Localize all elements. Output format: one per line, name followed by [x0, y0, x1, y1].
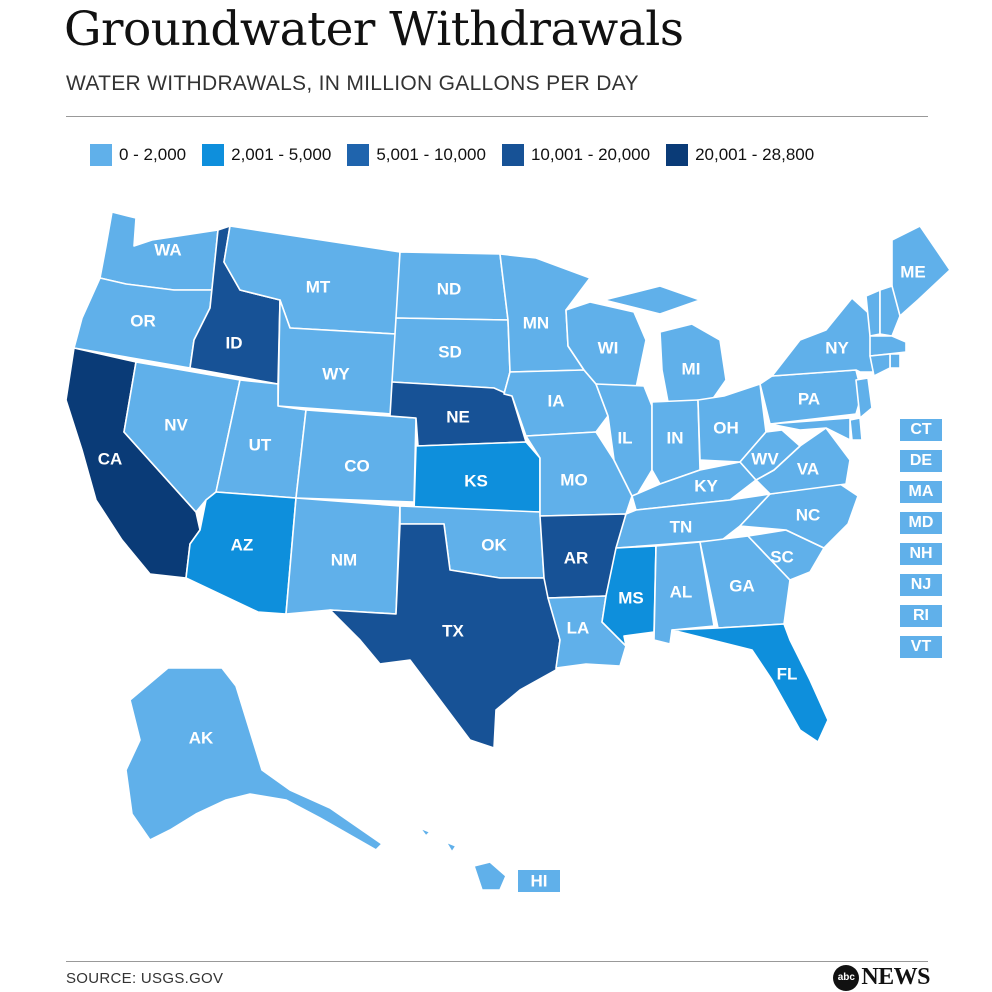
state-label-wy: WY	[322, 364, 350, 383]
legend-item-5001-10000: 5,001 - 10,000	[347, 144, 486, 166]
state-label-nm: NM	[331, 550, 357, 569]
legend-swatch	[90, 144, 112, 166]
state-label-wa: WA	[154, 240, 181, 259]
state-wv[interactable]	[739, 429, 801, 481]
state-label-il: IL	[617, 428, 632, 447]
state-label-me: ME	[900, 262, 926, 281]
legend-item-10001-20000: 10,001 - 20,000	[501, 144, 651, 166]
state-label-tn: TN	[670, 517, 693, 536]
state-label-hi: HI	[531, 871, 548, 890]
abc-logo-icon: abc	[833, 964, 860, 991]
state-label-wv: WV	[751, 449, 779, 468]
state-de[interactable]	[849, 417, 863, 441]
state-ma[interactable]	[869, 335, 907, 357]
tag-nh: NH	[900, 543, 942, 565]
state-label-sc: SC	[770, 547, 794, 566]
state-label-mt: MT	[306, 277, 331, 296]
legend-item-20001-28800: 20,001 - 28,800	[666, 144, 814, 166]
state-label-la: LA	[567, 618, 590, 637]
state-md[interactable]	[769, 417, 851, 441]
state-hi[interactable]	[419, 827, 507, 891]
state-label-va: VA	[797, 459, 819, 478]
state-nj[interactable]	[855, 377, 873, 419]
state-label-ia: IA	[548, 391, 565, 410]
state-tx[interactable]	[329, 523, 561, 749]
state-label-or: OR	[130, 311, 156, 330]
state-label-ok: OK	[481, 535, 507, 554]
legend-label: 0 - 2,000	[119, 145, 187, 164]
state-ct[interactable]	[869, 353, 891, 377]
state-label-nd: ND	[437, 279, 462, 298]
state-ga[interactable]	[699, 535, 791, 629]
state-label-ms: MS	[618, 588, 644, 607]
legend-swatch	[347, 144, 370, 166]
state-label-mn: MN	[523, 313, 549, 332]
legend-swatch	[202, 144, 225, 166]
legend-swatch	[666, 144, 689, 166]
tag-vt: VT	[900, 636, 942, 658]
state-mi[interactable]	[603, 285, 727, 403]
legend-label: 20,001 - 28,800	[695, 145, 815, 164]
state-label-nc: NC	[796, 505, 821, 524]
state-label-ga: GA	[729, 576, 755, 595]
state-label-mo: MO	[560, 470, 587, 489]
state-label-in: IN	[667, 428, 684, 447]
state-ny[interactable]	[771, 297, 877, 377]
footer-divider	[66, 961, 928, 962]
legend-swatch	[501, 144, 524, 166]
map-title: Groundwater Withdrawals	[64, 2, 684, 57]
legend-label: 10,001 - 20,000	[530, 145, 651, 164]
state-label-mi: MI	[682, 359, 701, 378]
tag-nj: NJ	[900, 574, 942, 596]
state-sc[interactable]	[747, 529, 825, 581]
header-divider	[66, 116, 928, 117]
state-il[interactable]	[595, 383, 653, 501]
state-label-al: AL	[670, 582, 693, 601]
source-note: SOURCE: USGS.GOV	[66, 970, 224, 987]
legend: 0 - 2,000 2,001 - 5,000 5,001 - 10,000 1…	[90, 144, 814, 166]
state-label-fl: FL	[777, 664, 798, 683]
state-ri[interactable]	[889, 353, 901, 369]
legend-item-0-2000: 0 - 2,000	[90, 144, 186, 166]
state-label-co: CO	[344, 456, 370, 475]
state-wy[interactable]	[277, 299, 397, 415]
state-label-tx: TX	[442, 621, 464, 640]
state-mo[interactable]	[525, 431, 633, 517]
tag-md: MD	[900, 512, 942, 534]
state-label-sd: SD	[438, 342, 462, 361]
legend-label: 2,001 - 5,000	[231, 145, 332, 164]
state-label-wi: WI	[598, 338, 619, 357]
state-label-ar: AR	[564, 548, 589, 567]
state-label-az: AZ	[231, 535, 254, 554]
state-label-ne: NE	[446, 407, 470, 426]
tag-hi-box	[518, 870, 560, 892]
news-wordmark: NEWS	[861, 964, 930, 990]
state-label-id: ID	[226, 333, 243, 352]
legend-item-2001-5000: 2,001 - 5,000	[202, 144, 331, 166]
tag-ma: MA	[900, 481, 942, 503]
tag-ct: CT	[900, 419, 942, 441]
tag-de: DE	[900, 450, 942, 472]
state-ak[interactable]	[125, 667, 383, 851]
state-label-ks: KS	[464, 471, 488, 490]
state-label-ny: NY	[825, 338, 849, 357]
state-label-nv: NV	[164, 415, 188, 434]
state-label-ut: UT	[249, 435, 272, 454]
legend-label: 5,001 - 10,000	[376, 145, 486, 164]
tag-ri: RI	[900, 605, 942, 627]
state-fl[interactable]	[671, 623, 829, 743]
state-label-ak: AK	[189, 728, 214, 747]
state-label-ky: KY	[694, 476, 718, 495]
state-label-pa: PA	[798, 389, 820, 408]
state-label-oh: OH	[713, 418, 739, 437]
state-label-ca: CA	[98, 449, 123, 468]
map-subtitle: WATER WITHDRAWALS, IN MILLION GALLONS PE…	[66, 72, 639, 95]
state-nh[interactable]	[879, 285, 901, 337]
abc-news-logo: abc NEWS	[833, 964, 930, 991]
